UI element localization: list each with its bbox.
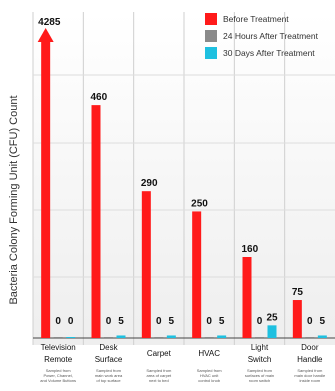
data-label: 250 [191,198,208,209]
category-label: Desk [99,343,118,352]
data-label: 0 [106,316,112,327]
group-panel [83,12,134,345]
bar-30-days-after-treatment [116,335,126,338]
data-label: 4285 [38,17,61,28]
category-sublabel: room switch [249,378,270,383]
legend-label: 24 Hours After Treatment [223,31,319,41]
group-panel [234,12,285,345]
data-label: 25 [266,312,278,323]
data-label: 5 [118,316,124,327]
category-label: Light [251,343,269,352]
bar-30-days-after-treatment [166,335,176,338]
category-sublabel: Power, Channel, [43,373,72,378]
category-label: HVAC [198,349,220,358]
data-label: 0 [206,316,212,327]
category-sublabel: main work area [95,373,123,378]
category-sublabel: control knob [198,378,221,383]
group-panel [284,12,335,345]
group-panel [184,12,235,345]
category-sublabel: main door handle [294,373,326,378]
category-sublabel: and Volume Buttons [40,378,76,383]
bar-arrow-head [37,28,54,42]
bar-before-treatment [91,105,101,338]
data-label: 5 [320,316,326,327]
bar-24-hours-after-treatment [104,337,113,338]
data-label: 0 [307,316,313,327]
category-label: Remote [44,355,73,364]
category-sublabel: Sampled from [247,368,273,373]
category-label: Surface [95,355,123,364]
category-label: Handle [297,355,323,364]
data-label: 5 [219,316,225,327]
bar-24-hours-after-treatment [305,337,315,338]
category-label: Carpet [147,349,172,358]
data-label: 0 [55,316,61,327]
data-label: 0 [257,316,263,327]
category-sublabel: of top surface [96,378,121,383]
bar-24-hours-after-treatment [154,337,164,338]
bar-24-hours-after-treatment [255,337,264,338]
data-label: 0 [156,316,162,327]
category-sublabel: next to bed [149,378,169,383]
bar-before-treatment [41,42,51,338]
data-label: 460 [91,92,108,103]
legend-label: Before Treatment [223,14,289,24]
data-label: 0 [68,316,74,327]
y-axis-label: Bacteria Colony Forming Unit (CFU) Count [8,95,20,304]
bar-30-days-after-treatment [317,335,327,338]
legend-swatch [205,47,217,59]
category-label: Door [301,343,319,352]
bar-before-treatment [192,211,202,338]
category-sublabel: area of carpet [146,373,172,378]
category-sublabel: Sampled from [46,368,72,373]
data-label: 160 [242,244,259,255]
legend-swatch [205,13,217,25]
category-sublabel: surfaces of main [245,373,274,378]
legend-label: 30 Days After Treatment [223,48,315,58]
data-label: 75 [292,287,304,298]
legend: Before Treatment 24 Hours After Treatment… [205,13,319,59]
bar-30-days-after-treatment [267,325,277,338]
category-sublabel: Sampled from [96,368,122,373]
category-label: Switch [248,355,272,364]
data-label: 290 [141,178,158,189]
category-sublabel: HVAC unit [200,373,219,378]
group-panel [33,12,84,345]
category-sublabel: Sampled from [197,368,223,373]
bar-before-treatment [141,191,151,338]
data-label: 5 [169,316,175,327]
bar-before-treatment [242,257,252,338]
legend-swatch [205,30,217,42]
category-sublabel: Sampled from [146,368,172,373]
bar-before-treatment [292,300,302,338]
bar-30-days-after-treatment [217,335,227,338]
category-sublabel: Sampled from [297,368,323,373]
bar-24-hours-after-treatment [53,337,63,338]
bar-24-hours-after-treatment [204,337,214,338]
bar-30-days-after-treatment [66,337,76,338]
category-label: Television [41,343,76,352]
category-sublabel: inside room [299,378,320,383]
